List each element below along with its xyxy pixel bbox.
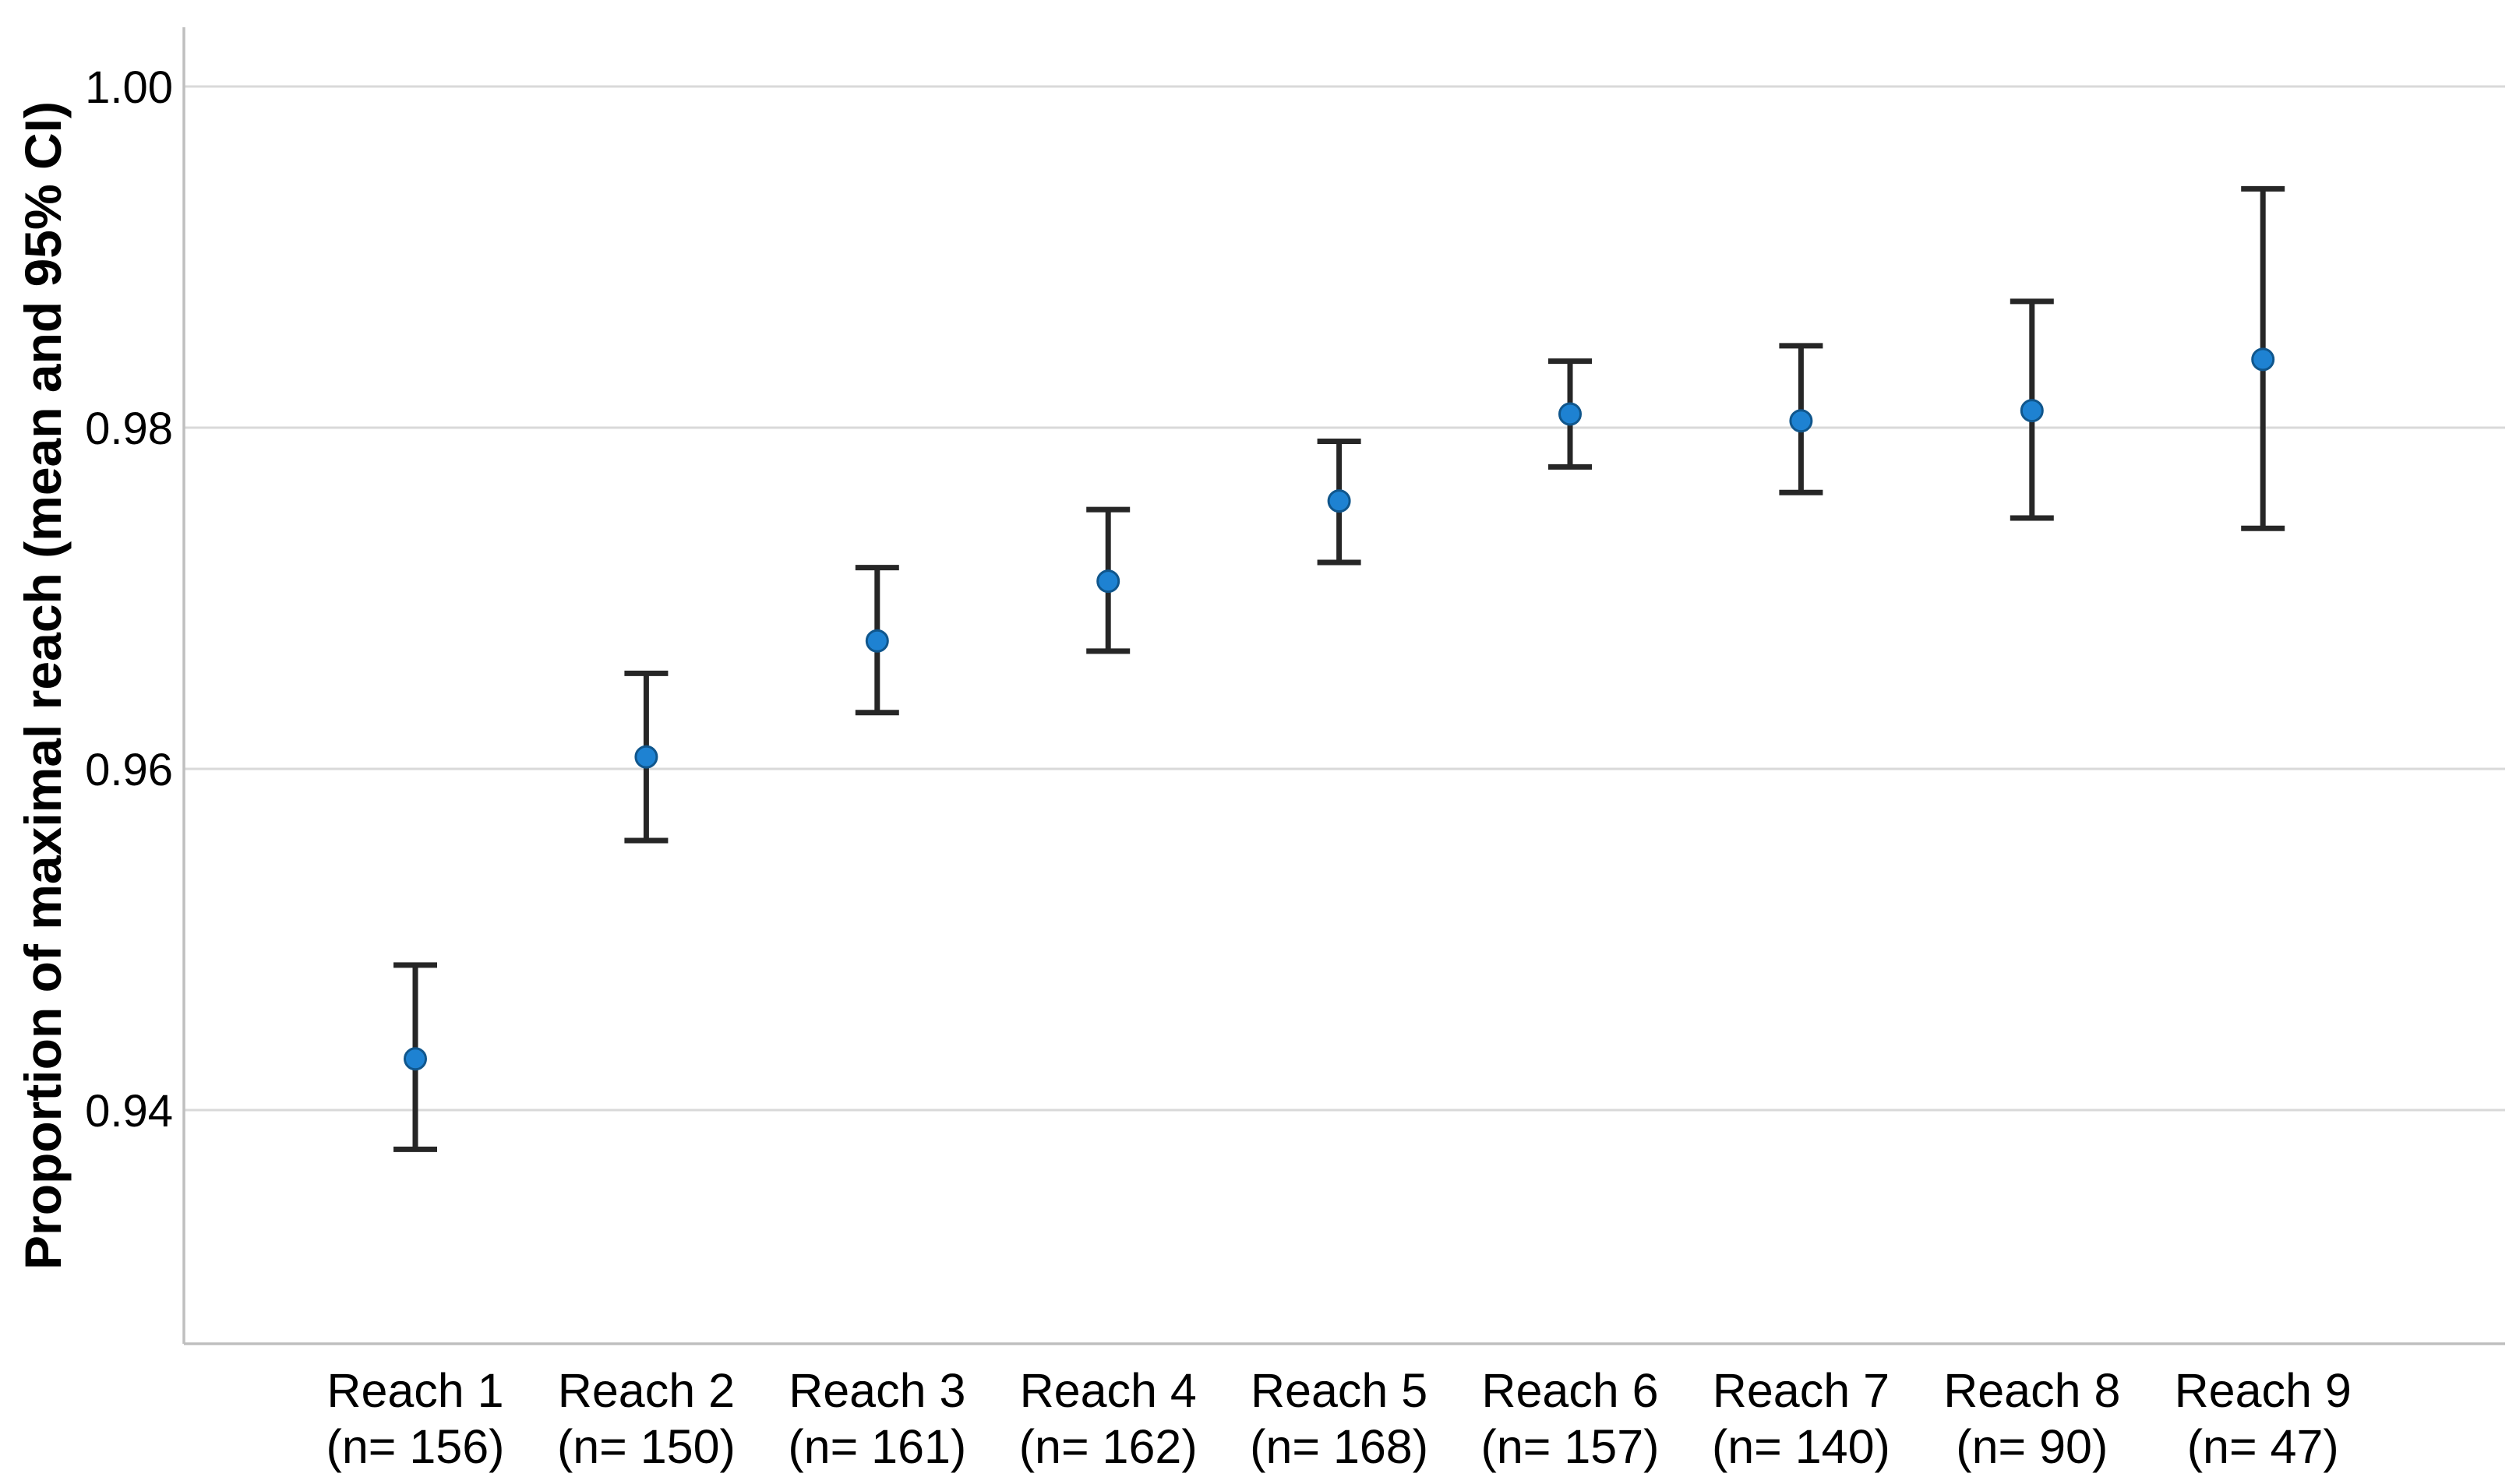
x-tick-sublabel: (n= 168) — [1250, 1420, 1428, 1473]
x-tick-label: Reach 1 — [326, 1364, 503, 1417]
data-point — [2251, 347, 2275, 372]
y-tick-label: 1.00 — [85, 62, 173, 113]
x-tick-sublabel: (n= 90) — [1956, 1420, 2108, 1473]
data-point — [1789, 409, 1813, 433]
x-tick-label: Reach 3 — [789, 1364, 965, 1417]
y-axis-title: Proportion of maximal reach (mean and 95… — [14, 101, 72, 1270]
y-tick-label: 0.96 — [85, 745, 173, 795]
data-point — [2020, 399, 2044, 423]
x-tick-sublabel: (n= 140) — [1712, 1420, 1890, 1473]
y-tick-label: 0.98 — [85, 404, 173, 454]
data-point — [865, 629, 889, 653]
data-point — [1327, 489, 1351, 513]
y-tick-label: 0.94 — [85, 1086, 173, 1137]
x-tick-label: Reach 7 — [1713, 1364, 1890, 1417]
x-tick-sublabel: (n= 47) — [2187, 1420, 2339, 1473]
data-point — [1558, 402, 1582, 426]
x-tick-sublabel: (n= 156) — [326, 1420, 505, 1473]
x-tick-label: Reach 4 — [1020, 1364, 1197, 1417]
x-tick-label: Reach 2 — [558, 1364, 735, 1417]
x-tick-sublabel: (n= 157) — [1481, 1420, 1660, 1473]
x-tick-sublabel: (n= 162) — [1019, 1420, 1198, 1473]
x-tick-sublabel: (n= 150) — [557, 1420, 736, 1473]
x-tick-label: Reach 9 — [2175, 1364, 2352, 1417]
data-point — [1096, 569, 1120, 594]
x-tick-sublabel: (n= 161) — [788, 1420, 966, 1473]
x-tick-label: Reach 6 — [1481, 1364, 1658, 1417]
data-point — [404, 1047, 427, 1071]
x-tick-label: Reach 8 — [1943, 1364, 2120, 1417]
data-point — [634, 745, 658, 769]
x-tick-label: Reach 5 — [1251, 1364, 1427, 1417]
